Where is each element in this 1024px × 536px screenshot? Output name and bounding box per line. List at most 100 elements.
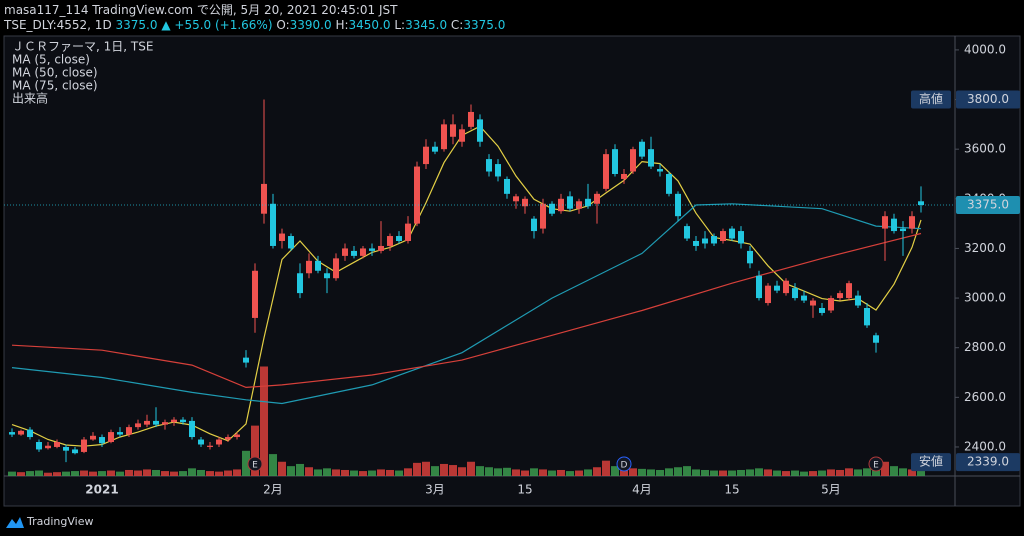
y-tick-label: 3000.0 xyxy=(964,291,1006,305)
volume-bar xyxy=(71,471,79,476)
candle-body xyxy=(486,159,492,172)
y-tick-label: 2400.0 xyxy=(964,439,1006,453)
candle-body xyxy=(657,169,663,172)
candle-body xyxy=(270,203,276,246)
candle-body xyxy=(378,245,384,251)
volume-bar xyxy=(233,469,241,476)
volume-bar xyxy=(728,470,736,476)
candle-body xyxy=(684,226,690,239)
candle-body xyxy=(297,273,303,294)
volume-bar xyxy=(287,466,295,476)
volume-bar xyxy=(746,469,754,476)
volume-bar xyxy=(404,468,412,476)
candle-body xyxy=(108,432,114,443)
volume-bar xyxy=(224,470,232,476)
candle-body xyxy=(450,124,456,137)
volume-bar xyxy=(440,463,448,476)
chart-frame xyxy=(3,35,1021,507)
ohlc-key: H: xyxy=(335,18,349,32)
candle-body xyxy=(126,427,132,435)
candle-body xyxy=(756,275,762,299)
candle-body xyxy=(576,201,582,209)
candle-body xyxy=(549,203,555,214)
volume-bar xyxy=(557,469,565,476)
volume-bar xyxy=(107,470,115,476)
candle-body xyxy=(837,293,843,299)
candle-body xyxy=(594,193,600,204)
legend-entry: MA (5, close) xyxy=(12,53,90,67)
volume-bar xyxy=(854,469,862,476)
candle-body xyxy=(828,298,834,311)
ohlc-value: 3345.0 xyxy=(405,18,448,32)
volume-bar xyxy=(836,469,844,476)
volume-bar xyxy=(8,471,16,476)
ohlc-value: 3390.0 xyxy=(289,18,332,32)
ohlc-key: O: xyxy=(276,18,290,32)
volume-bar xyxy=(485,467,493,476)
volume-bar xyxy=(845,468,853,476)
volume-bar xyxy=(269,454,277,476)
candle-body xyxy=(153,420,159,425)
volume-bar xyxy=(449,465,457,476)
tag-name-box xyxy=(911,90,951,109)
volume-bar xyxy=(809,471,817,476)
candle-body xyxy=(81,439,87,452)
volume-bar xyxy=(53,472,61,476)
candle-body xyxy=(45,445,51,449)
y-tick-label: 2600.0 xyxy=(964,390,1006,404)
volume-bar xyxy=(35,470,43,476)
volume-bar xyxy=(566,471,574,476)
candle-body xyxy=(387,236,393,246)
volume-bar xyxy=(89,471,97,476)
candle-body xyxy=(873,335,879,343)
volume-bar xyxy=(575,470,583,476)
candle-body xyxy=(252,270,258,318)
candle-body xyxy=(333,258,339,279)
volume-bar xyxy=(296,463,304,476)
tag-name: 安値 xyxy=(919,454,943,469)
candle-body xyxy=(666,173,672,194)
candle-body xyxy=(621,173,627,179)
candle-body xyxy=(882,216,888,229)
volume-bar xyxy=(314,469,322,476)
volume-bar xyxy=(206,471,214,476)
candle-body xyxy=(243,357,249,363)
candle-body xyxy=(540,203,546,229)
volume-bar xyxy=(395,470,403,476)
volume-bar xyxy=(665,468,673,476)
volume-bar xyxy=(917,470,925,476)
candle-body xyxy=(531,218,537,232)
candle-body xyxy=(891,218,897,232)
volume-bar xyxy=(476,466,484,476)
candle-body xyxy=(324,273,330,279)
event-marker xyxy=(868,456,884,472)
volume-bar xyxy=(341,469,349,476)
volume-bar xyxy=(755,468,763,476)
candle-body xyxy=(63,446,69,451)
price-tag xyxy=(956,453,1020,472)
volume-bar xyxy=(818,470,826,476)
candle-body xyxy=(432,146,438,152)
volume-bar xyxy=(611,466,619,476)
candle-body xyxy=(468,111,474,127)
candle-body xyxy=(54,442,60,447)
candle-body xyxy=(765,285,771,304)
candle-body xyxy=(918,201,924,206)
x-tick-label: 2月 xyxy=(263,483,283,497)
candle-body xyxy=(414,166,420,224)
volume-bar xyxy=(62,471,70,476)
price-tag-label: 3375.0 xyxy=(967,198,1009,212)
volume-bar xyxy=(242,450,250,476)
candle-body xyxy=(72,449,78,454)
volume-bar xyxy=(719,470,727,476)
candle-body xyxy=(558,198,564,212)
candle-body xyxy=(18,430,24,435)
ohlc-key: L: xyxy=(394,18,406,32)
x-tick-label: 15 xyxy=(724,483,739,497)
volume-bar xyxy=(17,472,25,476)
volume-bar xyxy=(467,461,475,476)
candle-body xyxy=(738,231,744,244)
candle-body xyxy=(909,216,915,229)
candle-body xyxy=(522,198,528,207)
candle-body xyxy=(288,236,294,249)
